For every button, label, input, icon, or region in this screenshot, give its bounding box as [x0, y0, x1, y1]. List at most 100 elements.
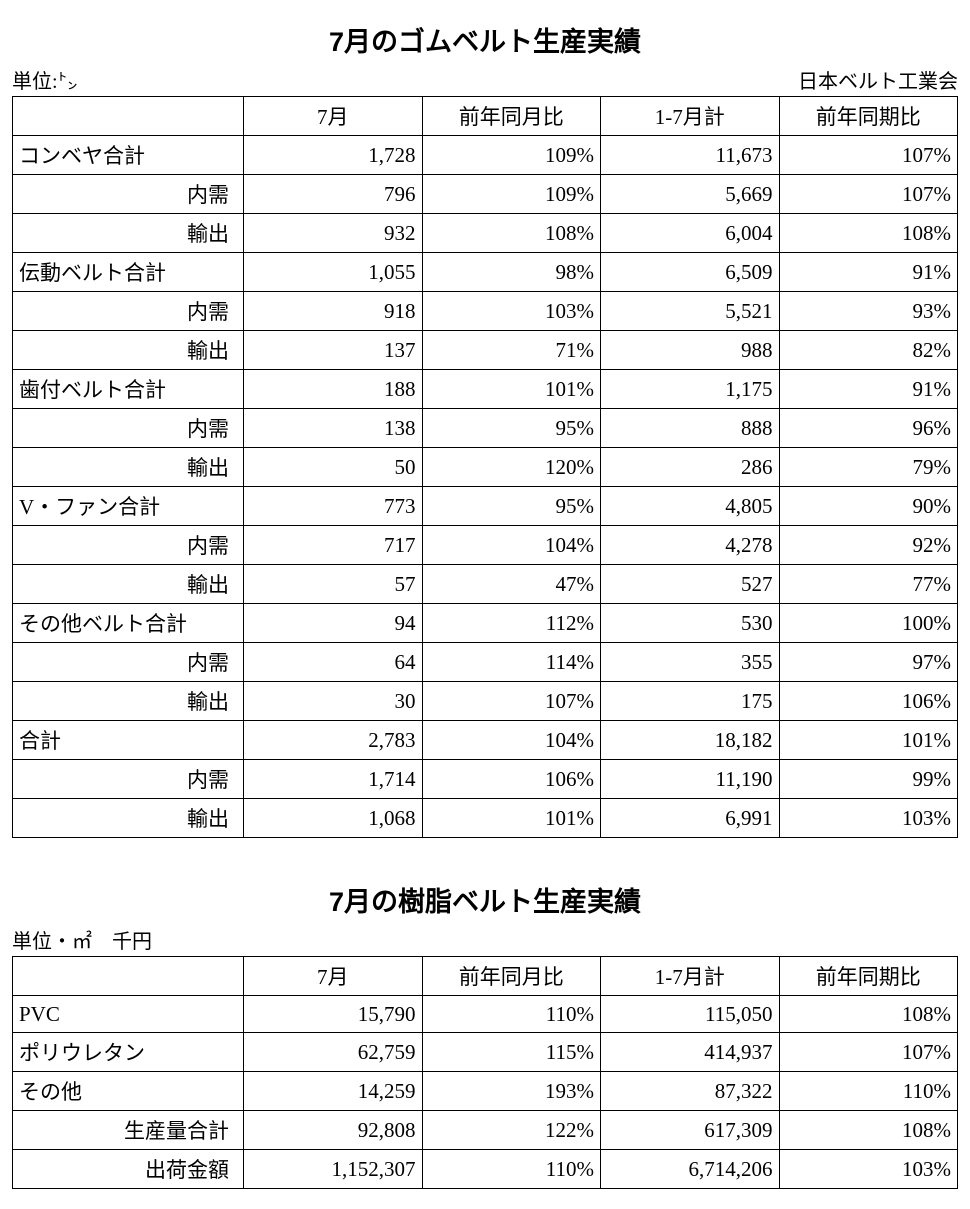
row-label: 伝動ベルト合計 [13, 253, 244, 292]
table-row: ポリウレタン62,759115%414,937107% [13, 1033, 958, 1072]
data-cell: 6,509 [601, 253, 780, 292]
data-cell: 101% [422, 370, 601, 409]
data-cell: 57 [244, 565, 423, 604]
data-cell: 15,790 [244, 996, 423, 1033]
section1-subrow: 単位:㌧ 日本ベルト工業会 [12, 65, 958, 94]
data-cell: 103% [422, 292, 601, 331]
table-row: 出荷金額1,152,307110%6,714,206103% [13, 1150, 958, 1189]
data-cell: 107% [779, 175, 958, 214]
data-cell: 92,808 [244, 1111, 423, 1150]
section1-tbody: コンベヤ合計1,728109%11,673107%内需796109%5,6691… [13, 136, 958, 838]
data-cell: 110% [779, 1072, 958, 1111]
data-cell: 100% [779, 604, 958, 643]
data-cell: 101% [779, 721, 958, 760]
section2-thead: 7月前年同月比1-7月計前年同期比 [13, 957, 958, 996]
table-row: 内需796109%5,669107% [13, 175, 958, 214]
data-cell: 95% [422, 409, 601, 448]
data-cell: 988 [601, 331, 780, 370]
data-cell: 4,805 [601, 487, 780, 526]
table-row: 内需64114%35597% [13, 643, 958, 682]
section1-source: 日本ベルト工業会 [798, 65, 958, 94]
table-row: 内需717104%4,27892% [13, 526, 958, 565]
row-label: 歯付ベルト合計 [13, 370, 244, 409]
data-cell: 71% [422, 331, 601, 370]
data-cell: 107% [779, 1033, 958, 1072]
data-cell: 6,714,206 [601, 1150, 780, 1189]
data-cell: 5,521 [601, 292, 780, 331]
data-cell: 6,004 [601, 214, 780, 253]
data-cell: 114% [422, 643, 601, 682]
data-cell: 115% [422, 1033, 601, 1072]
section1-title: 7月のゴムベルト生産実績 [12, 20, 958, 59]
data-cell: 1,152,307 [244, 1150, 423, 1189]
data-cell: 115,050 [601, 996, 780, 1033]
column-header: 1-7月計 [601, 957, 780, 996]
row-label: 出荷金額 [13, 1150, 244, 1189]
data-cell: 1,175 [601, 370, 780, 409]
column-header: 前年同月比 [422, 97, 601, 136]
data-cell: 773 [244, 487, 423, 526]
data-cell: 888 [601, 409, 780, 448]
table-row: 輸出50120%28679% [13, 448, 958, 487]
table-row: 合計2,783104%18,182101% [13, 721, 958, 760]
data-cell: 50 [244, 448, 423, 487]
data-cell: 175 [601, 682, 780, 721]
column-header: 7月 [244, 957, 423, 996]
column-header: 7月 [244, 97, 423, 136]
table-row: 輸出932108%6,004108% [13, 214, 958, 253]
data-cell: 14,259 [244, 1072, 423, 1111]
row-label: 内需 [13, 409, 244, 448]
section1-table: 7月前年同月比1-7月計前年同期比 コンベヤ合計1,728109%11,6731… [12, 96, 958, 838]
row-label: 合計 [13, 721, 244, 760]
data-cell: 98% [422, 253, 601, 292]
row-label: 内需 [13, 643, 244, 682]
section1-unit: 単位:㌧ [12, 65, 78, 94]
table-row: 輸出30107%175106% [13, 682, 958, 721]
table-row: 伝動ベルト合計1,05598%6,50991% [13, 253, 958, 292]
data-cell: 77% [779, 565, 958, 604]
data-cell: 717 [244, 526, 423, 565]
data-cell: 1,728 [244, 136, 423, 175]
data-cell: 87,322 [601, 1072, 780, 1111]
data-cell: 106% [422, 760, 601, 799]
data-cell: 1,055 [244, 253, 423, 292]
row-label: 内需 [13, 175, 244, 214]
data-cell: 110% [422, 996, 601, 1033]
data-cell: 286 [601, 448, 780, 487]
column-header [13, 957, 244, 996]
data-cell: 414,937 [601, 1033, 780, 1072]
data-cell: 5,669 [601, 175, 780, 214]
column-header [13, 97, 244, 136]
table-row: コンベヤ合計1,728109%11,673107% [13, 136, 958, 175]
row-label: 輸出 [13, 799, 244, 838]
table-row: 輸出13771%98882% [13, 331, 958, 370]
data-cell: 355 [601, 643, 780, 682]
row-label: 内需 [13, 526, 244, 565]
data-cell: 103% [779, 799, 958, 838]
table-row: その他ベルト合計94112%530100% [13, 604, 958, 643]
data-cell: 82% [779, 331, 958, 370]
data-cell: 109% [422, 175, 601, 214]
table-row: 輸出1,068101%6,991103% [13, 799, 958, 838]
data-cell: 92% [779, 526, 958, 565]
data-cell: 107% [779, 136, 958, 175]
data-cell: 11,673 [601, 136, 780, 175]
data-cell: 47% [422, 565, 601, 604]
data-cell: 103% [779, 1150, 958, 1189]
table-row: 内需1,714106%11,19099% [13, 760, 958, 799]
data-cell: 91% [779, 370, 958, 409]
data-cell: 188 [244, 370, 423, 409]
table-row: V・ファン合計77395%4,80590% [13, 487, 958, 526]
row-label: 生産量合計 [13, 1111, 244, 1150]
data-cell: 94 [244, 604, 423, 643]
row-label: 輸出 [13, 682, 244, 721]
data-cell: 122% [422, 1111, 601, 1150]
column-header: 前年同月比 [422, 957, 601, 996]
table-row: PVC15,790110%115,050108% [13, 996, 958, 1033]
section2-subrow: 単位・㎡ 千円 [12, 925, 958, 954]
data-cell: 108% [422, 214, 601, 253]
row-label: 輸出 [13, 214, 244, 253]
data-cell: 110% [422, 1150, 601, 1189]
data-cell: 527 [601, 565, 780, 604]
data-cell: 79% [779, 448, 958, 487]
